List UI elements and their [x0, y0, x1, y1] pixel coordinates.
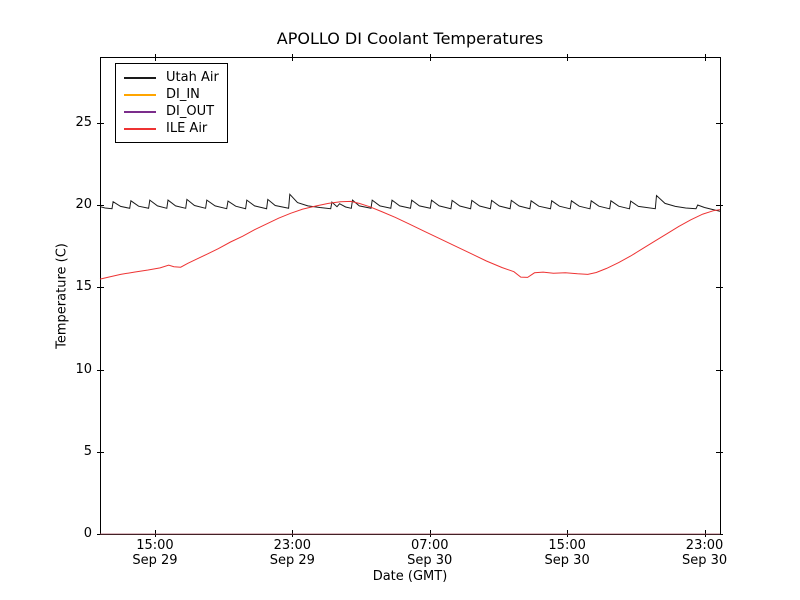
- x-tick-label: 15:00 Sep 29: [110, 538, 200, 568]
- x-tick-label: 15:00 Sep 30: [522, 538, 612, 568]
- y-tick-label: 0: [83, 526, 92, 541]
- x-tick-date: Sep 29: [269, 553, 315, 568]
- x-tick-label: 07:00 Sep 30: [385, 538, 475, 568]
- x-tick-time: 15:00: [548, 538, 586, 553]
- y-tick-label: 5: [83, 443, 92, 459]
- chart-title: APOLLO DI Coolant Temperatures: [276, 29, 544, 48]
- legend-swatch-di-out: [124, 110, 156, 113]
- y-axis-label: Temperature (C): [54, 243, 70, 349]
- x-tick-date: Sep 30: [407, 553, 453, 568]
- x-tick-time: 15:00: [136, 538, 174, 553]
- y-tick-label: 10: [75, 361, 92, 377]
- legend-item-di-in: DI_IN: [124, 86, 219, 103]
- legend-swatch-ile-air: [124, 127, 156, 130]
- x-tick-time: 07:00: [411, 538, 449, 553]
- x-tick-time: 23:00: [273, 538, 312, 553]
- legend-item-ile-air: ILE Air: [124, 120, 219, 137]
- x-tick-label: 23:00 Sep 30: [660, 538, 750, 568]
- series-line-utah-air: [99, 193, 721, 212]
- legend-swatch-di-in: [124, 93, 156, 96]
- x-tick-time: 23:00: [685, 538, 724, 553]
- x-axis-label: Date (GMT): [372, 569, 448, 584]
- legend-item-utah-air: Utah Air: [124, 69, 219, 86]
- y-tick-label: 25: [75, 114, 92, 130]
- legend-label-di-in: DI_IN: [166, 87, 200, 102]
- legend-label-ile-air: ILE Air: [166, 121, 208, 136]
- legend-swatch-utah-air: [124, 76, 156, 79]
- legend-label-di-out: DI_OUT: [166, 104, 215, 119]
- legend-item-di-out: DI_OUT: [124, 103, 219, 120]
- y-tick-label: 20: [75, 197, 92, 213]
- legend: Utah Air DI_IN DI_OUT ILE Air: [115, 63, 228, 143]
- x-tick-date: Sep 29: [132, 553, 178, 568]
- y-tick-label: 15: [75, 279, 92, 295]
- x-tick-label: 23:00 Sep 29: [247, 538, 337, 568]
- x-tick-date: Sep 30: [544, 553, 590, 568]
- x-tick-date: Sep 30: [681, 553, 728, 568]
- series-line-ile-air: [99, 200, 721, 280]
- legend-label-utah-air: Utah Air: [166, 70, 219, 85]
